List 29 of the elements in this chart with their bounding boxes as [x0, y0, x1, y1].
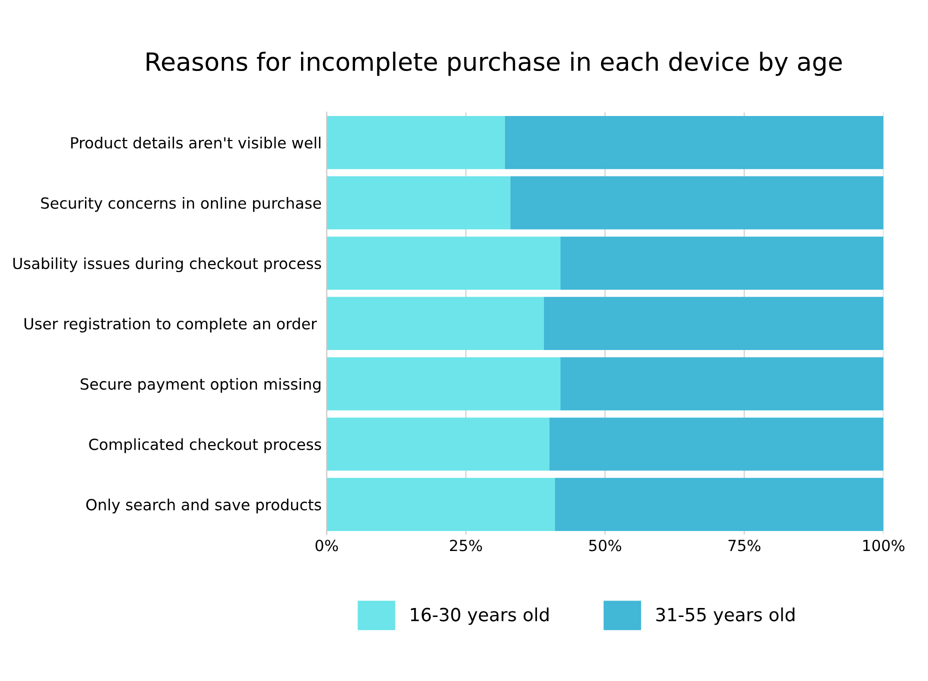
bar [504, 116, 884, 170]
bar [549, 418, 884, 471]
bar [326, 418, 550, 471]
bar [544, 296, 884, 350]
chart-title: Reasons for incomplete purchase in each device by age [146, 52, 842, 76]
y-tick-label: Secure payment option missing [80, 378, 320, 393]
bar [326, 176, 510, 230]
y-tick-label: User registration to complete an order [24, 318, 317, 332]
y-tick-label: Product details aren't visible well [71, 136, 320, 149]
y-tick-label: Complicated checkout process [89, 438, 322, 454]
x-tick-label: 25% [450, 540, 482, 552]
bar [510, 176, 884, 230]
x-tick-label: 100% [863, 540, 904, 552]
bar [326, 478, 555, 531]
bar [326, 357, 561, 410]
bar [560, 357, 884, 410]
bar [560, 236, 884, 290]
y-tick-label: Usability issues during checkout process [13, 257, 322, 272]
bar [326, 296, 544, 350]
bar [326, 236, 561, 290]
bar [326, 116, 505, 170]
y-tick-label: Security concerns in online purchase [41, 197, 321, 212]
legend-label: 16-30 years old [410, 607, 548, 625]
x-tick-label: 50% [589, 540, 622, 552]
y-tick-label: Only search and save products [86, 498, 322, 514]
bar [554, 478, 884, 531]
x-tick-label: 0% [316, 540, 338, 552]
x-tick-label: 75% [728, 540, 760, 552]
legend-label: 31-55 years old [656, 607, 794, 625]
